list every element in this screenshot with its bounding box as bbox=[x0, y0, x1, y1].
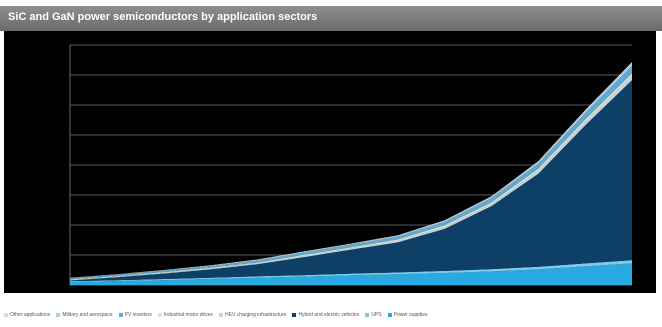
legend-label: Other applications bbox=[10, 312, 51, 318]
chart-area bbox=[4, 31, 656, 293]
legend-item: Hybrid and electric vehicles bbox=[292, 312, 359, 318]
legend-item: Power supplies bbox=[387, 312, 428, 318]
legend-item: HEV charging infrastructure bbox=[219, 312, 286, 318]
legend-label: Power supplies bbox=[393, 312, 428, 318]
legend-item: Other applications bbox=[4, 312, 50, 318]
chart-legend: Other applications Military and aerospace… bbox=[4, 312, 658, 324]
legend-item: Military and aerospace bbox=[56, 312, 113, 318]
title-bar: SiC and GaN power semiconductors by appl… bbox=[0, 6, 662, 31]
legend-label: Industrial motor drives bbox=[163, 312, 214, 318]
legend-label: HEV charging infrastructure bbox=[225, 312, 287, 318]
legend-swatch bbox=[4, 312, 8, 317]
chart-title: SiC and GaN power semiconductors by appl… bbox=[8, 11, 318, 23]
legend-label: PV inverters bbox=[124, 312, 152, 318]
legend-swatch bbox=[387, 312, 392, 317]
legend-swatch bbox=[118, 312, 123, 317]
area-series-hybrid-and-electric-vehicles bbox=[70, 80, 632, 282]
legend-item: UPS bbox=[365, 312, 382, 318]
legend-swatch bbox=[365, 312, 370, 317]
legend-label: UPS bbox=[371, 312, 382, 318]
legend-item: PV inverters bbox=[118, 312, 152, 318]
legend-swatch bbox=[292, 312, 297, 317]
legend-swatch bbox=[219, 312, 224, 317]
legend-swatch bbox=[157, 312, 162, 317]
area-chart bbox=[69, 44, 632, 286]
legend-item: Industrial motor drives bbox=[157, 312, 214, 318]
area-series-power-supplies bbox=[70, 263, 632, 285]
legend-label: Military and aerospace bbox=[62, 312, 113, 318]
legend-label: Hybrid and electric vehicles bbox=[298, 312, 360, 318]
legend-swatch bbox=[56, 312, 61, 317]
